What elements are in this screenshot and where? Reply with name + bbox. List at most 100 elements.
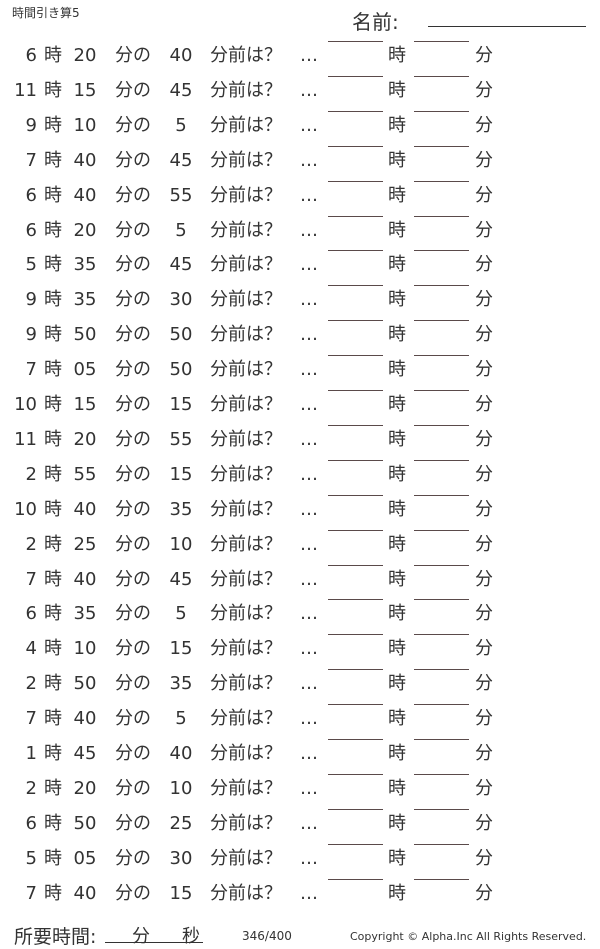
problem-row: 9 時 50 分の 50 分前は？ … 時 分 (0, 320, 600, 350)
answer-hour-field[interactable] (328, 390, 383, 391)
answer-hour-field[interactable] (328, 843, 383, 845)
start-minute: 05 (73, 359, 97, 381)
answer-minute-label: 分 (475, 498, 493, 520)
answer-hour-field[interactable] (328, 75, 383, 77)
time-required-field[interactable] (105, 942, 203, 943)
answer-minute-field[interactable] (414, 250, 469, 252)
name-field[interactable] (428, 26, 586, 27)
minutes-before-label: 分前は？ (210, 673, 282, 695)
problem-row: 7 時 40 分の 5 分前は？ … 時 分 (0, 704, 600, 734)
minutes-before-label: 分前は？ (210, 708, 282, 730)
problem-row: 9 時 35 分の 30 分前は？ … 時 分 (0, 285, 600, 315)
hour-label: 時 (44, 638, 62, 660)
minutes-subtract: 55 (169, 184, 193, 206)
time-minute-label: 分 (132, 926, 150, 947)
answer-minute-field[interactable] (414, 355, 469, 357)
answer-hour-field[interactable] (328, 250, 383, 252)
answer-minute-label: 分 (475, 359, 493, 381)
answer-hour-field[interactable] (328, 494, 383, 496)
minutes-subtract: 30 (169, 847, 193, 869)
answer-hour-field[interactable] (328, 529, 383, 531)
start-minute: 20 (73, 45, 97, 66)
answer-minute-field[interactable] (414, 669, 469, 671)
problem-row: 7 時 40 分の 45 分前は？ … 時 分 (0, 145, 600, 176)
minute-of-label: 分の (115, 847, 151, 869)
answer-minute-field[interactable] (414, 773, 469, 775)
answer-hour-field[interactable] (328, 634, 383, 636)
answer-minute-field[interactable] (414, 599, 469, 601)
minute-of-label: 分の (115, 812, 151, 834)
answer-minute-field[interactable] (414, 739, 469, 740)
minutes-before-label: 分前は？ (210, 324, 282, 346)
answer-hour-field[interactable] (328, 459, 383, 461)
ellipsis: … (300, 847, 318, 869)
answer-hour-field[interactable] (328, 424, 383, 426)
answer-hour-field[interactable] (328, 669, 383, 671)
answer-minute-field[interactable] (414, 808, 469, 810)
answer-hour-field[interactable] (328, 564, 383, 566)
answer-hour-field[interactable] (328, 145, 383, 147)
start-minute: 50 (73, 324, 97, 346)
answer-minute-field[interactable] (414, 424, 469, 426)
minutes-subtract: 15 (169, 882, 193, 904)
ellipsis: … (300, 428, 318, 450)
answer-minute-field[interactable] (414, 843, 469, 845)
answer-minute-field[interactable] (414, 529, 469, 531)
answer-minute-field[interactable] (414, 320, 469, 322)
answer-hour-field[interactable] (328, 215, 383, 217)
answer-hour-field[interactable] (328, 704, 383, 706)
answer-minute-field[interactable] (414, 564, 469, 566)
copyright: Copyright © Alpha.Inc All Rights Reserve… (350, 930, 587, 943)
answer-minute-field[interactable] (414, 634, 469, 636)
answer-minute-field[interactable] (414, 215, 469, 217)
answer-minute-field[interactable] (414, 704, 469, 706)
ellipsis: … (300, 324, 318, 346)
hour-label: 時 (44, 114, 62, 136)
problem-row: 2 時 50 分の 35 分前は？ … 時 分 (0, 669, 600, 699)
minute-of-label: 分の (115, 254, 151, 276)
minutes-subtract: 50 (169, 359, 193, 381)
hour-label: 時 (44, 882, 62, 904)
problem-row: 11 時 15 分の 45 分前は？ … 時 分 (0, 75, 600, 106)
answer-hour-field[interactable] (328, 599, 383, 601)
ellipsis: … (300, 114, 318, 136)
answer-minute-label: 分 (475, 324, 493, 346)
answer-hour-label: 時 (388, 289, 406, 311)
answer-hour-field[interactable] (328, 808, 383, 810)
answer-minute-field[interactable] (414, 75, 469, 77)
hour-label: 時 (44, 254, 62, 276)
answer-minute-field[interactable] (414, 180, 469, 182)
answer-minute-field[interactable] (414, 110, 469, 112)
answer-minute-field[interactable] (414, 41, 469, 42)
hour-label: 時 (44, 777, 62, 799)
answer-hour-field[interactable] (328, 180, 383, 182)
answer-hour-field[interactable] (328, 320, 383, 322)
answer-hour-field[interactable] (328, 285, 383, 287)
minutes-subtract: 15 (169, 638, 193, 660)
start-hour: 2 (25, 673, 37, 695)
start-minute: 20 (73, 428, 97, 450)
answer-minute-field[interactable] (414, 494, 469, 496)
answer-minute-field[interactable] (414, 878, 469, 880)
answer-hour-field[interactable] (328, 739, 383, 740)
answer-minute-field[interactable] (414, 459, 469, 461)
answer-minute-field[interactable] (414, 390, 469, 391)
start-hour: 11 (14, 79, 37, 101)
answer-hour-field[interactable] (328, 773, 383, 775)
start-hour: 7 (25, 359, 37, 381)
answer-hour-field[interactable] (328, 355, 383, 357)
ellipsis: … (300, 184, 318, 206)
ellipsis: … (300, 254, 318, 276)
ellipsis: … (300, 708, 318, 730)
answer-minute-field[interactable] (414, 145, 469, 147)
minutes-before-label: 分前は？ (210, 743, 282, 764)
answer-hour-field[interactable] (328, 41, 383, 42)
start-hour: 6 (25, 184, 37, 206)
start-minute: 35 (73, 603, 97, 625)
hour-label: 時 (44, 219, 62, 241)
ellipsis: … (300, 533, 318, 555)
hour-label: 時 (44, 498, 62, 520)
answer-hour-field[interactable] (328, 878, 383, 880)
answer-minute-field[interactable] (414, 285, 469, 287)
answer-hour-field[interactable] (328, 110, 383, 112)
